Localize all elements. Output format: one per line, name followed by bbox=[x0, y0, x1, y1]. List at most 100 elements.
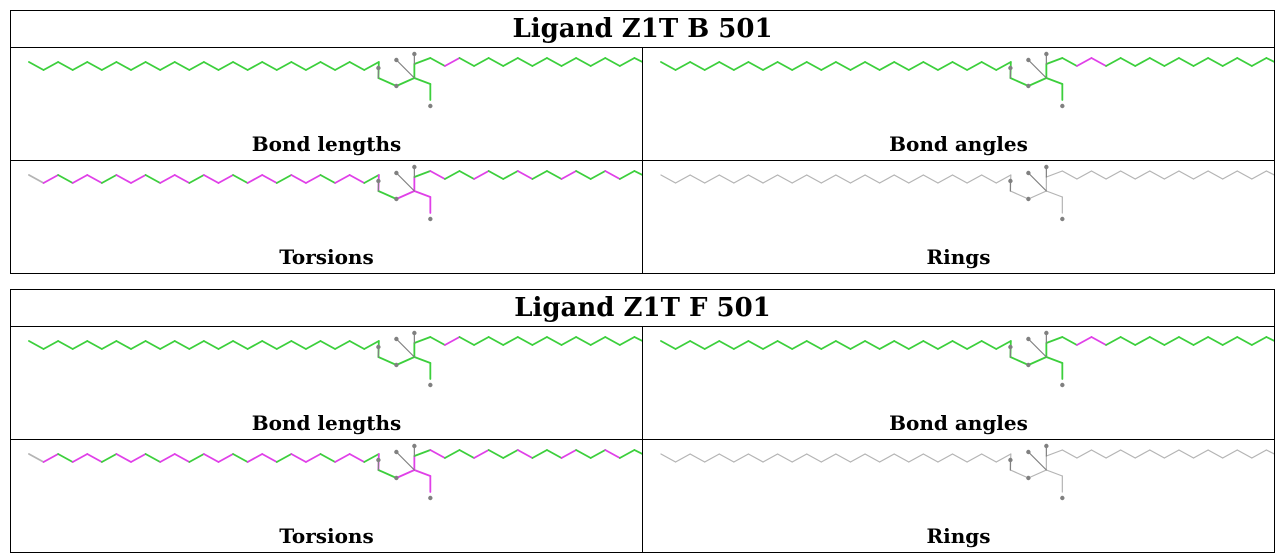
bond bbox=[473, 57, 490, 67]
bond bbox=[377, 190, 398, 200]
bond bbox=[864, 61, 881, 71]
bond bbox=[878, 61, 896, 71]
bond bbox=[531, 336, 548, 346]
bond bbox=[937, 340, 954, 350]
bond bbox=[1009, 190, 1029, 200]
bond bbox=[115, 453, 132, 463]
bond bbox=[835, 453, 852, 463]
bond bbox=[575, 57, 592, 67]
bond bbox=[217, 453, 234, 463]
bond bbox=[995, 340, 1012, 350]
bond bbox=[1061, 57, 1078, 67]
bond bbox=[1221, 336, 1239, 346]
bond bbox=[130, 453, 147, 463]
bond bbox=[575, 449, 592, 459]
bond bbox=[791, 453, 808, 463]
panel-caption: Bond angles bbox=[889, 132, 1028, 156]
bond bbox=[173, 61, 191, 71]
bond bbox=[1265, 336, 1274, 342]
bond bbox=[776, 174, 793, 184]
panel-caption: Bond angles bbox=[889, 411, 1028, 435]
bond bbox=[348, 340, 366, 350]
bond bbox=[618, 170, 636, 180]
bond bbox=[805, 340, 823, 350]
bond bbox=[444, 57, 461, 67]
bond bbox=[100, 340, 118, 350]
bond bbox=[951, 174, 968, 184]
bond bbox=[546, 336, 563, 346]
panel-row: Torsions Rings bbox=[11, 439, 1274, 552]
bond bbox=[689, 61, 706, 71]
bond bbox=[319, 453, 336, 463]
panel-bond-lengths: Bond lengths bbox=[11, 48, 642, 160]
bond bbox=[966, 340, 983, 350]
bond bbox=[762, 340, 779, 350]
panel-bond-lengths: Bond lengths bbox=[11, 327, 642, 439]
bond bbox=[747, 61, 764, 71]
bond bbox=[531, 170, 548, 180]
bond bbox=[413, 336, 432, 344]
bond bbox=[689, 174, 706, 184]
bond bbox=[57, 453, 74, 463]
bond bbox=[633, 57, 642, 63]
atom bbox=[1026, 475, 1031, 481]
bond bbox=[28, 453, 45, 463]
panel-torsions: Torsions bbox=[11, 161, 642, 273]
bond bbox=[1192, 57, 1210, 67]
bond bbox=[531, 57, 548, 67]
bond bbox=[1045, 356, 1064, 364]
bond bbox=[1061, 336, 1078, 346]
bond bbox=[1027, 451, 1047, 471]
bond bbox=[159, 453, 176, 463]
bond bbox=[849, 453, 866, 463]
bond bbox=[1045, 469, 1063, 477]
bond bbox=[922, 61, 939, 71]
atom bbox=[394, 83, 399, 89]
bond bbox=[879, 453, 895, 463]
panel-rings: Rings bbox=[642, 161, 1274, 273]
bond bbox=[487, 57, 505, 67]
bond bbox=[275, 174, 293, 184]
molecule-diagram bbox=[28, 164, 642, 222]
bond bbox=[159, 61, 176, 71]
bond bbox=[86, 174, 103, 184]
panel-bond-angles: Bond angles bbox=[642, 48, 1274, 160]
bond bbox=[246, 174, 264, 184]
atom bbox=[1060, 495, 1065, 501]
bond bbox=[188, 61, 205, 71]
bond bbox=[820, 174, 837, 184]
bond bbox=[1236, 170, 1253, 180]
bond bbox=[159, 174, 176, 184]
bond bbox=[732, 340, 750, 350]
bond bbox=[560, 57, 578, 67]
bond bbox=[363, 453, 380, 463]
bond bbox=[618, 57, 636, 67]
bond bbox=[202, 453, 220, 463]
bond bbox=[1105, 449, 1122, 459]
bond bbox=[458, 170, 475, 180]
bond bbox=[732, 61, 750, 71]
bond bbox=[144, 174, 162, 184]
bond bbox=[849, 174, 866, 184]
bond bbox=[604, 57, 621, 67]
bond bbox=[1045, 449, 1063, 457]
bond bbox=[1192, 170, 1209, 180]
bond bbox=[377, 469, 398, 479]
bond bbox=[502, 57, 519, 67]
bond bbox=[261, 61, 278, 71]
bond bbox=[1178, 336, 1195, 346]
bond bbox=[674, 340, 692, 350]
bond bbox=[429, 170, 446, 180]
molecule-diagram bbox=[28, 51, 642, 109]
bond bbox=[516, 57, 534, 67]
bond bbox=[1163, 57, 1180, 67]
bond bbox=[144, 453, 162, 463]
bond bbox=[893, 174, 910, 184]
bond bbox=[261, 174, 278, 184]
bond bbox=[908, 453, 924, 463]
bond bbox=[1250, 336, 1268, 346]
bond bbox=[429, 449, 446, 459]
bond bbox=[805, 61, 823, 71]
bond bbox=[1178, 170, 1195, 180]
bond bbox=[1148, 336, 1166, 346]
